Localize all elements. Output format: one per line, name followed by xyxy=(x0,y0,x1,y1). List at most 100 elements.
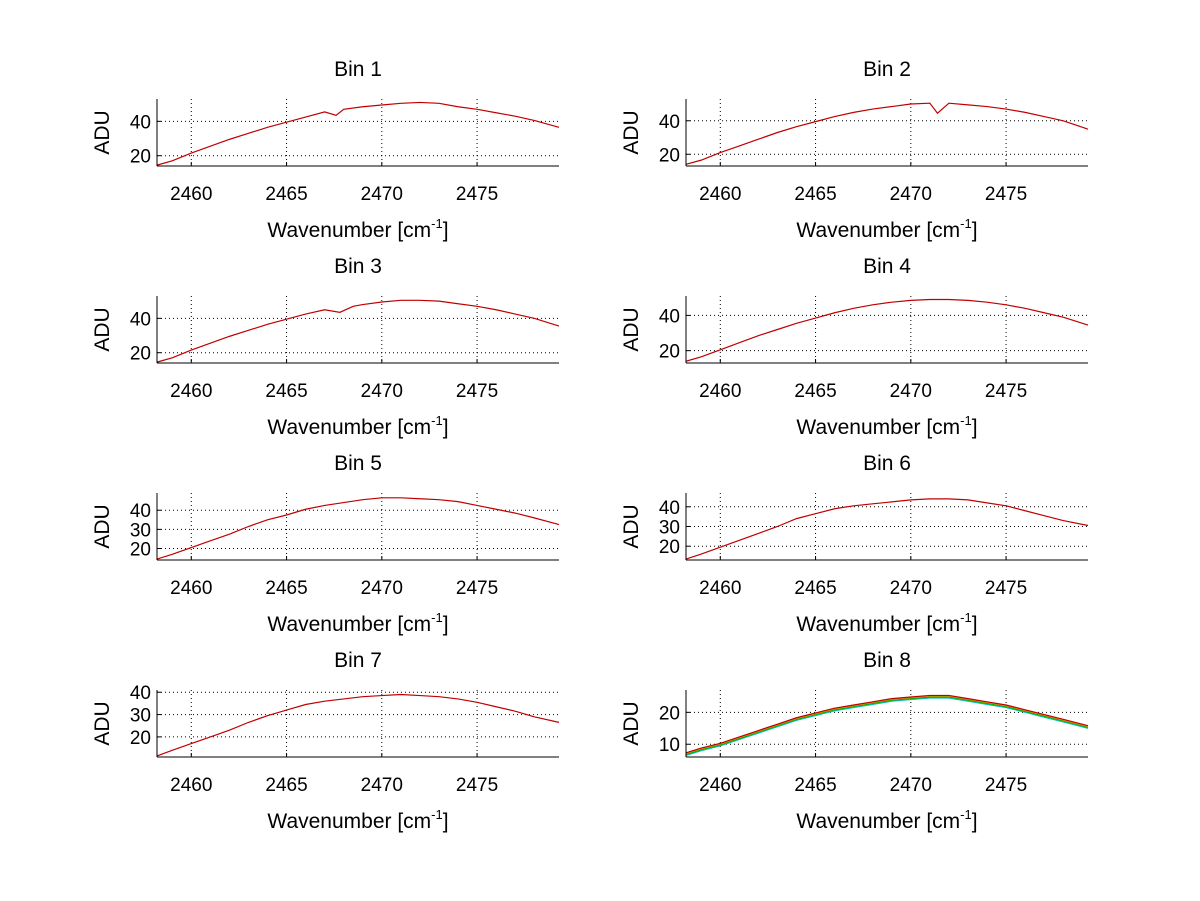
x-axis-label-exponent: -1 xyxy=(960,216,972,231)
plot-area xyxy=(157,493,559,560)
x-tick-label: 2465 xyxy=(265,775,307,796)
x-tick-label: 2465 xyxy=(794,578,836,599)
y-tick-label: 30 xyxy=(130,520,151,541)
series-line-1 xyxy=(156,497,560,560)
y-tick-label: 40 xyxy=(130,501,151,522)
x-tick-label: 2465 xyxy=(265,381,307,402)
y-tick-label: 40 xyxy=(130,112,151,133)
x-tick-label: 2470 xyxy=(361,381,403,402)
series-line-1 xyxy=(685,697,1089,756)
subplot-title: Bin 1 xyxy=(334,58,382,81)
x-tick-label: 2475 xyxy=(456,578,498,599)
x-axis-label: Wavenumber [cm-1] xyxy=(796,413,977,439)
subplot-3: 2460 2465 2470 2475 20 40 Bin 3 Wavenumber [cm-… xyxy=(91,255,560,439)
plot-area xyxy=(157,296,559,363)
subplot-4: 2460 2465 2470 2475 20 40 Bin 4 Wavenumber [cm-… xyxy=(620,255,1089,439)
y-tick-label: 20 xyxy=(130,147,151,168)
x-axis-label-exponent: -1 xyxy=(431,413,443,428)
x-tick-label: 2470 xyxy=(890,775,932,796)
x-axis-label-suffix: ] xyxy=(443,219,449,242)
x-axis-label-main: Wavenumber [cm xyxy=(796,613,960,636)
y-tick-label: 20 xyxy=(130,540,151,561)
subplot-title: Bin 5 xyxy=(334,452,382,475)
x-axis-label-suffix: ] xyxy=(443,613,449,636)
x-axis-label-main: Wavenumber [cm xyxy=(267,416,431,439)
x-axis-label-suffix: ] xyxy=(972,613,978,636)
x-axis-label-exponent: -1 xyxy=(431,610,443,625)
subplot-title: Bin 8 xyxy=(863,649,911,672)
y-tick-label: 20 xyxy=(130,344,151,365)
series-line-1 xyxy=(156,299,560,363)
y-tick-label: 40 xyxy=(659,112,680,133)
x-tick-label: 2460 xyxy=(170,775,212,796)
x-axis-label-main: Wavenumber [cm xyxy=(267,810,431,833)
y-axis-label: ADU xyxy=(620,701,643,745)
series-line-1 xyxy=(685,498,1089,560)
x-tick-label: 2460 xyxy=(170,381,212,402)
x-tick-label: 2470 xyxy=(361,184,403,205)
x-tick-label: 2475 xyxy=(985,775,1027,796)
series-line-1 xyxy=(685,102,1089,165)
x-tick-label: 2465 xyxy=(794,381,836,402)
x-axis-label: Wavenumber [cm-1] xyxy=(267,413,448,439)
plot-area xyxy=(157,99,559,166)
x-axis-label-suffix: ] xyxy=(443,416,449,439)
x-axis-label-main: Wavenumber [cm xyxy=(267,219,431,242)
subplot-title: Bin 7 xyxy=(334,649,382,672)
x-tick-label: 2460 xyxy=(699,578,741,599)
x-axis-label: Wavenumber [cm-1] xyxy=(796,610,977,636)
subplot-2: 2460 2465 2470 2475 20 40 Bin 2 Wavenumber [cm-… xyxy=(620,58,1089,242)
y-axis-label: ADU xyxy=(620,110,643,154)
x-tick-label: 2465 xyxy=(794,184,836,205)
y-axis-label: ADU xyxy=(91,110,114,154)
y-tick-label: 40 xyxy=(659,306,680,327)
plot-area xyxy=(157,690,559,757)
x-tick-label: 2475 xyxy=(985,184,1027,205)
x-tick-label: 2470 xyxy=(890,381,932,402)
x-tick-label: 2470 xyxy=(890,578,932,599)
x-tick-label: 2470 xyxy=(890,184,932,205)
y-tick-label: 20 xyxy=(659,703,680,724)
plot-area xyxy=(686,296,1088,363)
x-tick-label: 2460 xyxy=(699,775,741,796)
y-tick-label: 10 xyxy=(659,735,680,756)
y-tick-label: 40 xyxy=(130,309,151,330)
x-tick-label: 2475 xyxy=(456,381,498,402)
x-axis-label-exponent: -1 xyxy=(960,807,972,822)
x-tick-label: 2465 xyxy=(265,578,307,599)
subplot-title: Bin 2 xyxy=(863,58,911,81)
x-axis-label: Wavenumber [cm-1] xyxy=(796,216,977,242)
x-axis-label-main: Wavenumber [cm xyxy=(796,219,960,242)
y-tick-label: 20 xyxy=(659,537,680,558)
subplot-title: Bin 4 xyxy=(863,255,911,278)
subplot-8: 2460 2465 2470 2475 10 20 Bin 8 Wavenumber [cm-… xyxy=(620,649,1089,833)
x-tick-label: 2475 xyxy=(456,184,498,205)
series-line-1 xyxy=(156,101,560,166)
y-axis-label: ADU xyxy=(91,701,114,745)
x-axis-label-exponent: -1 xyxy=(431,807,443,822)
x-axis-label-suffix: ] xyxy=(972,810,978,833)
x-axis-label-main: Wavenumber [cm xyxy=(796,416,960,439)
x-axis-label-suffix: ] xyxy=(972,219,978,242)
x-axis-label: Wavenumber [cm-1] xyxy=(267,610,448,636)
x-axis-label-suffix: ] xyxy=(972,416,978,439)
x-axis-label-main: Wavenumber [cm xyxy=(796,810,960,833)
x-axis-label-main: Wavenumber [cm xyxy=(267,613,431,636)
x-tick-label: 2460 xyxy=(699,184,741,205)
x-tick-label: 2460 xyxy=(170,578,212,599)
y-tick-label: 20 xyxy=(659,342,680,363)
y-tick-label: 40 xyxy=(130,683,151,704)
y-tick-label: 20 xyxy=(130,728,151,749)
x-axis-label-exponent: -1 xyxy=(431,216,443,231)
series-line-2 xyxy=(685,696,1089,756)
y-axis-label: ADU xyxy=(620,307,643,351)
plot-area xyxy=(686,99,1088,166)
y-tick-label: 40 xyxy=(659,498,680,519)
subplot-title: Bin 3 xyxy=(334,255,382,278)
y-axis-label: ADU xyxy=(620,504,643,548)
x-axis-label: Wavenumber [cm-1] xyxy=(796,807,977,833)
